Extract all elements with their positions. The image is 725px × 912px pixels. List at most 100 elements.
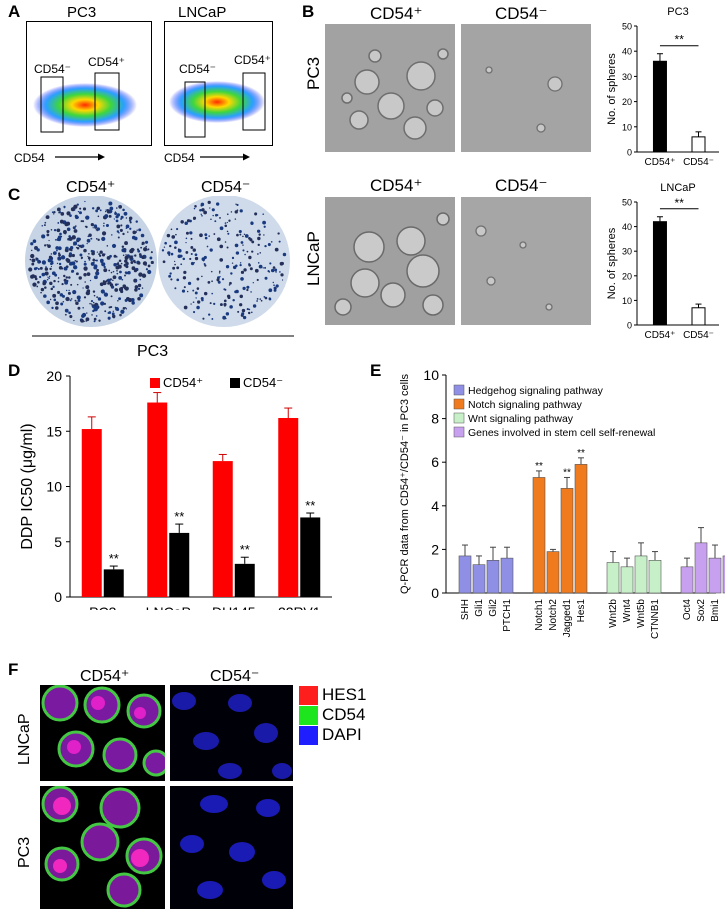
colony-dot	[121, 245, 125, 248]
colony-dot	[141, 255, 145, 260]
sphere-col-pos-top: CD54⁺	[370, 4, 423, 23]
colony-dot	[94, 275, 98, 280]
colony-dot	[147, 248, 150, 251]
colony-dot	[212, 214, 214, 217]
colony-dot	[243, 268, 247, 272]
colony-dot	[226, 230, 229, 233]
colony-dot	[28, 267, 33, 272]
colony-dot	[89, 279, 92, 282]
colony-dot	[96, 296, 99, 299]
colony-dot	[102, 281, 107, 286]
colony-dot	[91, 207, 95, 210]
colony-dot	[241, 312, 245, 316]
colony-dot	[49, 298, 52, 301]
colony-dot	[122, 208, 125, 212]
colony-dot	[84, 281, 86, 283]
colony-dot	[242, 235, 244, 238]
colony-dot	[113, 254, 117, 258]
colony-dot	[81, 244, 85, 248]
colony-dot	[71, 270, 74, 273]
legend-label-dapi: DAPI	[322, 725, 362, 744]
colony-dot	[206, 245, 209, 248]
colony-dot	[69, 237, 73, 241]
x-tick-label: Wnt5b	[636, 599, 647, 628]
colony-dot	[201, 214, 203, 217]
colony-dot	[91, 251, 95, 256]
colony-dot	[125, 308, 128, 310]
colony-dot	[195, 297, 197, 299]
legend-swatch	[453, 398, 465, 410]
colony-dot	[219, 226, 224, 231]
colony-dot	[214, 220, 217, 223]
colony-dot	[193, 217, 196, 220]
chart-d: 0 5 10 15 20 DDP IC50 (μg/ml) ** PC3 ** LNCaP ** DU…	[19, 368, 332, 610]
colony-col-pos: CD54⁺	[66, 179, 116, 196]
colony-dot	[85, 317, 90, 322]
colony-dot	[119, 228, 123, 232]
colony-dot	[81, 314, 85, 318]
colony-dot	[187, 281, 192, 286]
colony-dot	[34, 246, 37, 249]
colony-dot	[169, 272, 172, 275]
colony-dot	[134, 288, 138, 292]
colony-dot	[32, 239, 37, 243]
colony-dot	[104, 214, 109, 219]
colony-dot	[236, 233, 239, 237]
colony-dot	[117, 299, 119, 302]
significance-marker: **	[535, 461, 543, 472]
colony-dot	[82, 220, 85, 223]
colony-dot	[239, 303, 243, 307]
colony-dot	[69, 253, 72, 256]
bar	[634, 555, 648, 594]
colony-dot	[281, 279, 284, 281]
colony-dot	[95, 315, 98, 317]
colony-dot	[190, 303, 192, 305]
colony-dot	[85, 290, 91, 296]
colony-dot	[251, 250, 254, 253]
colony-dot	[101, 253, 106, 257]
colony-dot	[137, 287, 141, 291]
bar	[81, 429, 102, 597]
colony-dot	[207, 200, 211, 205]
colony-dot	[268, 288, 273, 293]
colony-col-neg: CD54⁻	[201, 179, 251, 196]
colony-dot	[93, 320, 96, 323]
colony-dot	[179, 254, 183, 258]
colony-dot	[48, 275, 51, 278]
flow-neg-label-lncap: CD54⁻	[179, 62, 217, 76]
colony-dot	[56, 228, 61, 233]
colony-dot	[73, 204, 78, 209]
colony-dot	[104, 210, 107, 213]
flow-title-pc3: PC3	[67, 4, 97, 21]
colony-dot	[120, 224, 123, 227]
colony-dot	[211, 318, 214, 320]
colony-dot	[237, 310, 240, 313]
y-tick-label: 50	[622, 198, 632, 208]
colony-dot	[267, 270, 270, 273]
colony-dot	[204, 236, 208, 240]
colony-dot	[219, 303, 223, 307]
y-tick-label: 2	[431, 541, 439, 557]
bar	[546, 551, 560, 594]
colony-dot	[209, 302, 212, 305]
colony-dot	[73, 319, 75, 322]
flow-title-lncap: LNCaP	[178, 4, 227, 21]
colony-dot	[192, 301, 195, 304]
colony-dot	[78, 276, 82, 280]
colony-dot	[183, 270, 187, 275]
colony-dot	[190, 237, 193, 240]
colony-dot	[201, 208, 205, 212]
colony-dot	[70, 299, 72, 302]
colony-dot	[135, 220, 138, 223]
colony-dot	[226, 213, 229, 216]
colony-dot	[274, 247, 279, 252]
bar	[691, 307, 706, 326]
colony-dot	[208, 235, 211, 237]
colony-dot	[68, 262, 73, 266]
colony-dot	[56, 262, 59, 265]
colony-dot	[34, 277, 38, 281]
colony-dot	[93, 224, 98, 228]
colony-dot	[125, 217, 128, 219]
colony-dot	[229, 281, 232, 285]
panel-label-d: D	[8, 361, 21, 380]
